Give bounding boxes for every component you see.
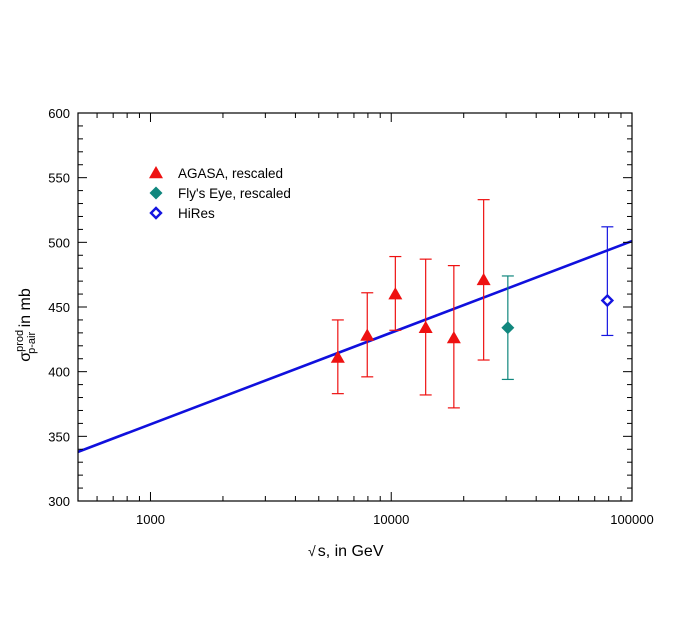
legend-label: AGASA, rescaled	[178, 166, 283, 181]
x-tick-label: 1000	[136, 512, 165, 527]
y-tick-label: 600	[48, 106, 70, 121]
data-point	[476, 272, 491, 286]
legend-marker	[149, 186, 163, 200]
data-point	[360, 328, 375, 341]
y-axis-superscript: prod	[14, 330, 26, 352]
svg-text:σprodp-air in mb: σprodp-air in mb	[14, 288, 38, 362]
legend: AGASA, rescaled Fly's Eye, rescaled HiRes	[149, 166, 291, 221]
x-axis-title-text: s, in GeV	[318, 543, 384, 560]
data-point	[446, 331, 461, 344]
data-point	[501, 321, 515, 335]
y-tick-label: 350	[48, 429, 70, 444]
x-axis-root-symbol: √	[308, 543, 316, 559]
y-axis-title: σprodp-air in mb	[14, 288, 38, 362]
legend-label: HiRes	[178, 206, 215, 221]
y-tick-label: 450	[48, 300, 70, 315]
svg-text:√s, in GeV: √ s, in GeV	[308, 543, 384, 560]
data-point	[600, 293, 615, 308]
x-axis-title: √ s, in GeV	[308, 543, 384, 560]
plot-frame	[77, 112, 633, 502]
x-tick-label: 100000	[610, 512, 653, 527]
fit-line	[77, 239, 633, 454]
y-axis-subscript: p-air	[26, 332, 38, 354]
plot-marks	[77, 199, 633, 454]
data-point	[388, 287, 403, 300]
y-tick-label: 300	[48, 494, 70, 509]
y-tick-label: 500	[48, 235, 70, 250]
y-axis-title-text: in mb	[17, 288, 34, 332]
data-point	[418, 320, 433, 333]
legend-label: Fly's Eye, rescaled	[178, 186, 291, 201]
data-point	[330, 350, 345, 363]
y-axis-symbol: σ	[17, 352, 34, 362]
y-tick-label: 550	[48, 171, 70, 186]
legend-marker	[149, 206, 163, 220]
y-tick-label: 400	[48, 365, 70, 380]
x-tick-label: 10000	[373, 512, 409, 527]
axis-ticks: 1000 10000 100000 300 350 400 450 500 550 600	[48, 106, 653, 527]
legend-marker	[149, 166, 163, 179]
